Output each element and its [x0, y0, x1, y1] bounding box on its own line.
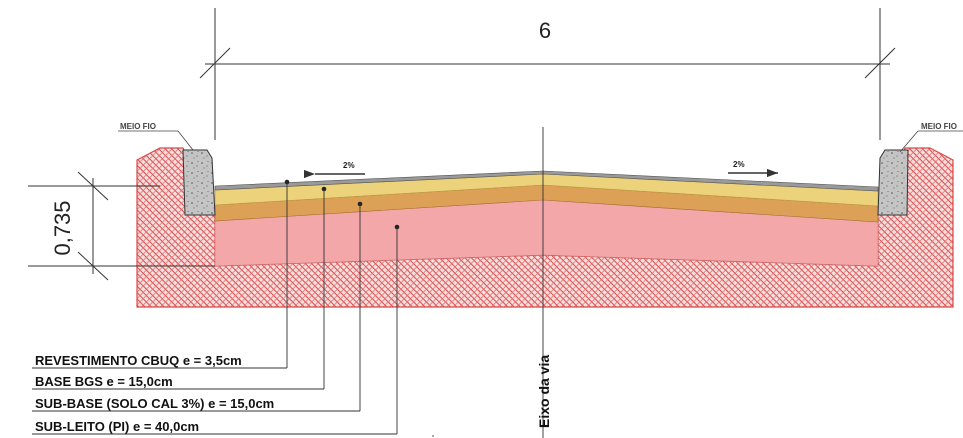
height-dimension-label: 0,735 — [50, 200, 75, 255]
curb-right-label-group: MEIO FIO — [899, 122, 963, 153]
width-dimension-label: 6 — [539, 18, 551, 43]
layer-label-revestimento: REVESTIMENTO CBUQ e = 3,5cm — [35, 353, 242, 368]
center-axis-label: Eixo da via — [536, 355, 552, 428]
layer-label-subbase: SUB-BASE (SOLO CAL 3%) e = 15,0cm — [35, 396, 274, 411]
curb-left-label: MEIO FIO — [120, 122, 156, 131]
layer-label-subleito: SUB-LEITO (PI) e = 40,0cm — [35, 419, 199, 434]
curb-left-label-group: MEIO FIO — [118, 122, 194, 151]
curb-left — [182, 149, 216, 216]
center-axis: Eixo da via — [536, 127, 552, 438]
layer-leaders — [32, 179, 400, 435]
height-dimension: 0,735 — [28, 171, 215, 281]
slope-right: 2% — [728, 160, 778, 178]
curb-right-label: MEIO FIO — [921, 122, 957, 131]
curb-right — [877, 149, 909, 216]
layer-label-base: BASE BGS e = 15,0cm — [35, 374, 173, 389]
slope-left: 2% — [303, 161, 365, 179]
slope-right-label: 2% — [733, 160, 745, 169]
slope-left-label: 2% — [343, 161, 355, 170]
width-dimension: 6 — [199, 8, 896, 140]
stray-mark — [432, 435, 434, 437]
